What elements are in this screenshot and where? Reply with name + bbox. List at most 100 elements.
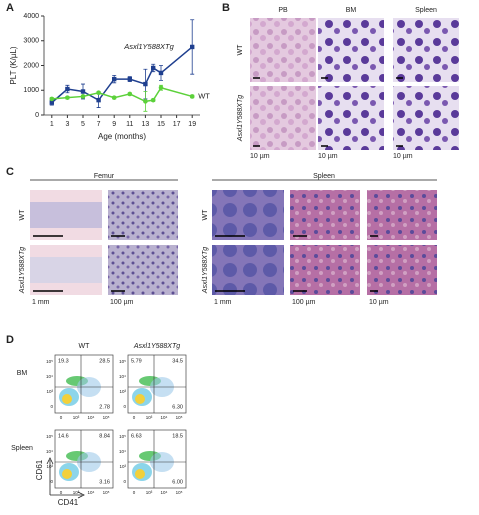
row-label: Asxl1Y588XTg — [237, 95, 244, 142]
y-tick-label: 0 — [123, 479, 126, 484]
legend-label: WT — [198, 91, 210, 100]
quadrant-value: 19.3 — [58, 358, 69, 364]
x-tick-label: 10⁵ — [103, 415, 110, 420]
point — [112, 76, 117, 82]
point — [65, 95, 70, 100]
column-header: BM — [346, 7, 357, 14]
quadrant-value: 6.30 — [172, 404, 183, 410]
x-tick-label: 13 — [142, 121, 150, 128]
x-tick-label: 10⁵ — [176, 490, 183, 495]
micrograph — [212, 245, 284, 295]
quadrant-value: 8.84 — [99, 433, 110, 439]
quadrant-value: 34.5 — [172, 358, 183, 364]
density — [62, 469, 72, 479]
density — [62, 394, 72, 404]
quadrant-value: 2.78 — [99, 404, 110, 410]
x-tick-label: 10⁵ — [103, 490, 110, 495]
y-tick-label: 0 — [50, 404, 53, 409]
x-tick-label: 5 — [81, 121, 85, 128]
y-tick-label: 4000 — [23, 13, 39, 20]
row-label: WT — [202, 209, 209, 221]
y-tick-label: 10⁴ — [119, 374, 126, 379]
series-line — [51, 46, 193, 104]
scale-label: 10 µm — [369, 299, 389, 306]
x-tick-label: 15 — [157, 121, 165, 128]
point — [143, 81, 148, 87]
micrograph — [367, 245, 437, 295]
x-tick-label: 0 — [133, 415, 136, 420]
column-header: Asxl1Y588XTg — [133, 343, 180, 350]
point — [190, 44, 195, 50]
y-tick-label: 0 — [123, 404, 126, 409]
bone — [30, 202, 102, 228]
y-tick-label: 10⁴ — [119, 449, 126, 454]
micrograph — [290, 245, 360, 295]
point — [143, 99, 148, 104]
y-tick-label: 10³ — [119, 464, 126, 469]
x-tick-label: 17 — [173, 121, 181, 128]
x-tick-label: 0 — [60, 490, 63, 495]
point — [80, 89, 86, 94]
micrograph — [108, 245, 178, 295]
x-tick-label: 7 — [97, 121, 101, 128]
micrograph — [108, 190, 178, 240]
point — [158, 85, 164, 91]
series-line — [51, 86, 193, 103]
micrograph — [318, 18, 384, 82]
point — [151, 65, 156, 71]
micrograph — [318, 86, 384, 150]
x-tick-label: 1 — [50, 121, 54, 128]
quadrant-value: 6.63 — [131, 433, 142, 439]
x-tick-label: 10³ — [146, 415, 153, 420]
scale-label: 1 mm — [32, 299, 50, 306]
scale-label: 10 µm — [250, 153, 270, 160]
column-header: PB — [278, 7, 288, 14]
quadrant-value: 3.16 — [99, 479, 110, 485]
column-header: WT — [79, 343, 91, 350]
axis — [43, 16, 200, 116]
point — [96, 90, 101, 96]
y-tick-label: 10⁵ — [46, 434, 53, 439]
micrograph — [212, 190, 284, 240]
y-tick-label: 10⁴ — [46, 374, 53, 379]
row-label: Spleen — [11, 445, 33, 452]
group-header: Femur — [94, 173, 115, 180]
scale-label: 100 µm — [110, 299, 134, 306]
axis-arrow — [46, 457, 85, 499]
x-tick-label: 10³ — [146, 490, 153, 495]
quadrant-value: 5.79 — [131, 358, 142, 364]
y-tick-label: 1000 — [23, 87, 39, 94]
point — [65, 86, 70, 92]
y-axis-label: PLT (K/µL) — [9, 46, 18, 84]
x-axis-label: CD41 — [58, 498, 79, 507]
y-tick-label: 0 — [35, 112, 39, 119]
panel-label: C — [6, 166, 14, 178]
quadrant-value: 18.5 — [172, 433, 183, 439]
x-tick-label: 10⁵ — [176, 415, 183, 420]
x-tick-label: 10³ — [73, 490, 80, 495]
x-tick-label: 10³ — [73, 415, 80, 420]
y-tick-label: 10³ — [46, 389, 53, 394]
y-tick-label: 10⁵ — [119, 359, 126, 364]
y-axis-label: CD61 — [35, 459, 44, 480]
point — [158, 70, 164, 76]
micrograph — [250, 18, 316, 82]
micrograph — [393, 18, 459, 82]
x-tick-label: 10⁴ — [161, 415, 168, 420]
point — [111, 95, 117, 100]
panel-label: B — [222, 2, 230, 14]
y-tick-label: 10³ — [119, 389, 126, 394]
x-tick-label: 19 — [188, 121, 196, 128]
panel-b: B PB 10 µm BM 10 µm Spleen 10 µm WT Asxl1Y588XT… — [222, 2, 459, 160]
panel-d: D WT Asxl1Y588XTg BM 19.3 28.5 2.78 0 0 10³ 10³ 10… — [6, 334, 187, 507]
point — [127, 76, 132, 82]
x-tick-label: 10⁴ — [88, 490, 95, 495]
group-header: Spleen — [313, 173, 335, 180]
micrograph — [367, 190, 437, 240]
y-tick-label: 10⁵ — [46, 359, 53, 364]
point — [189, 94, 195, 99]
x-tick-label: 10⁴ — [88, 415, 95, 420]
row-label: BM — [17, 370, 28, 377]
